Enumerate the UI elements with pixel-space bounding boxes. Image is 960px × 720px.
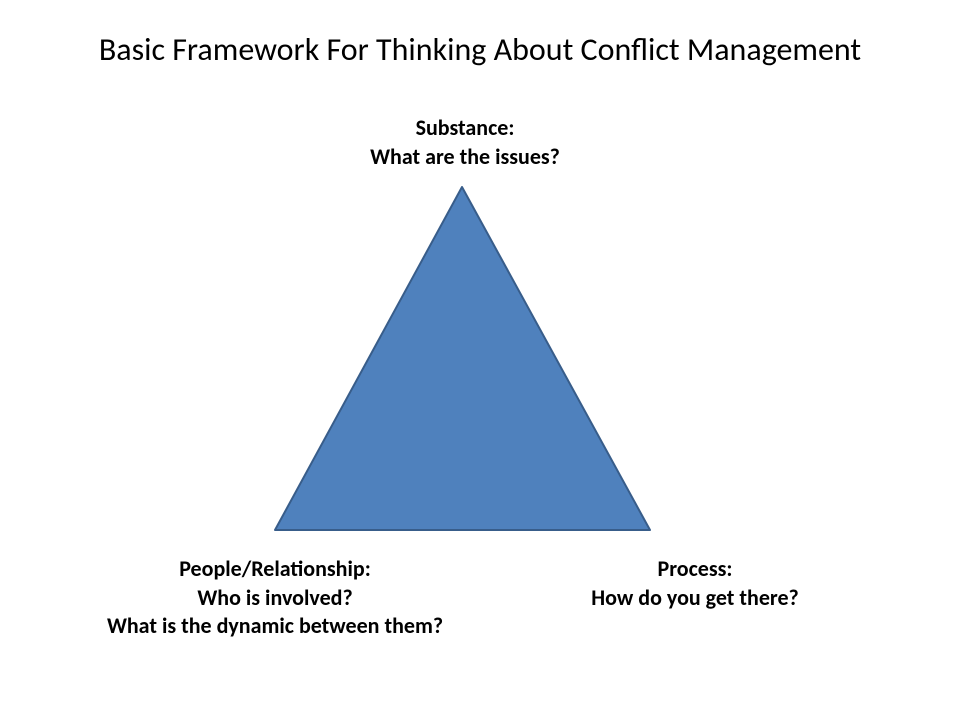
label-people-relationship: People/Relationship: Who is involved? Wh… bbox=[55, 555, 495, 641]
label-people-line2: Who is involved? bbox=[55, 584, 495, 613]
triangle-shape bbox=[270, 182, 660, 537]
page-title: Basic Framework For Thinking About Confl… bbox=[0, 30, 960, 69]
label-process: Process: How do you get there? bbox=[535, 555, 855, 612]
triangle-svg bbox=[270, 182, 660, 537]
label-people-line3: What is the dynamic between them? bbox=[55, 612, 495, 641]
label-people-line1: People/Relationship: bbox=[55, 555, 495, 584]
triangle-polygon bbox=[275, 187, 650, 530]
label-substance-line2: What are the issues? bbox=[310, 143, 620, 172]
label-substance: Substance: What are the issues? bbox=[310, 114, 620, 171]
label-substance-line1: Substance: bbox=[310, 114, 620, 143]
label-process-line1: Process: bbox=[535, 555, 855, 584]
label-process-line2: How do you get there? bbox=[535, 584, 855, 613]
